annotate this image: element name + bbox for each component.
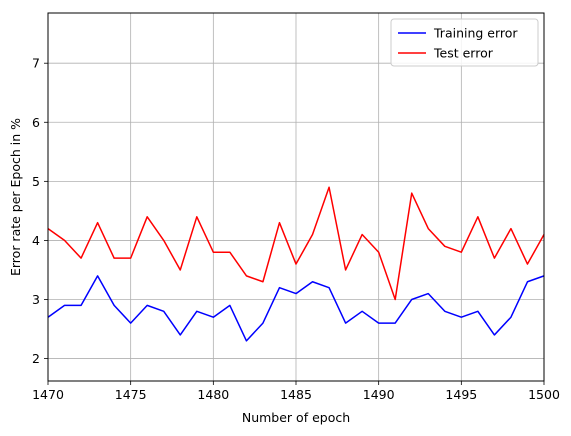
- y-axis-label: Error rate per Epoch in %: [8, 118, 23, 276]
- x-axis-ticks: 1470 1475 1480 1485 1490 1495 1500: [32, 381, 560, 402]
- grid-lines: [47, 13, 545, 381]
- series-line-0: [47, 275, 545, 342]
- x-tick-label: 1495: [445, 387, 477, 402]
- x-tick-label: 1480: [197, 387, 229, 402]
- y-tick-label: 5: [32, 174, 40, 189]
- x-tick-label: 1500: [528, 387, 560, 402]
- y-tick-label: 3: [32, 292, 40, 307]
- y-axis-ticks: 2 3 4 5 6 7: [32, 56, 48, 366]
- x-tick-label: 1470: [32, 387, 64, 402]
- legend-box: [390, 18, 539, 67]
- x-tick-label: 1490: [363, 387, 395, 402]
- x-tick-label: 1485: [280, 387, 312, 402]
- y-tick-label: 7: [32, 56, 40, 71]
- x-axis-label: Number of epoch: [242, 410, 350, 425]
- y-tick-label: 6: [32, 115, 40, 130]
- x-tick-label: 1475: [115, 387, 147, 402]
- series-line-1: [47, 186, 545, 301]
- y-tick-label: 4: [32, 233, 40, 248]
- y-tick-label: 2: [32, 351, 40, 366]
- legend-label: Training error: [433, 26, 518, 41]
- legend: Training error Test error: [390, 18, 539, 67]
- series-lines: [47, 186, 545, 342]
- legend-label: Test error: [433, 46, 494, 61]
